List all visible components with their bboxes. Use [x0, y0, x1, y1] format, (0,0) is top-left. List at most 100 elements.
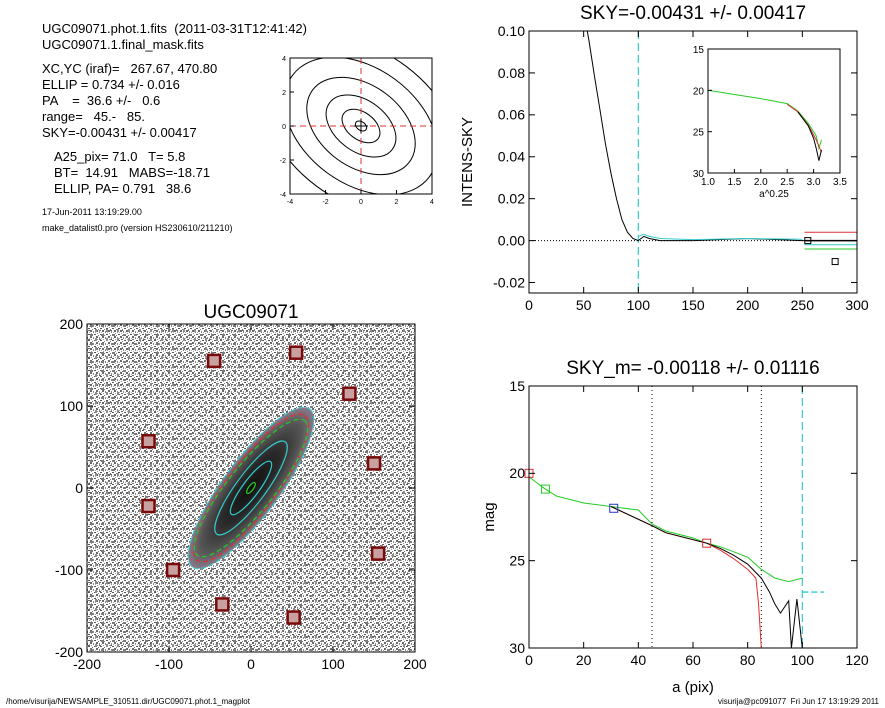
x-tick-label: 100: [627, 297, 651, 313]
param-line: ELLIP, PA= 0.791 38.6: [54, 181, 192, 196]
x-tick-label: 100: [791, 652, 815, 668]
y-tick-label: -100: [55, 562, 83, 578]
x-tick-label: 0: [525, 297, 533, 313]
y-tick-label: 100: [60, 398, 84, 414]
program-version: make_datalist0.pro (version HS230610/211…: [42, 223, 233, 233]
mag-series-green: [529, 476, 803, 583]
x-tick-label: 0: [359, 199, 363, 206]
contour-level: [290, 58, 432, 194]
contour-level: [306, 76, 416, 176]
footer-path: /home/visurija/NEWSAMPLE_310511.dir/UGC0…: [6, 697, 250, 706]
inset-y-tick-label: 30: [693, 169, 705, 180]
y-tick-label: -200: [55, 644, 83, 660]
x-tick-label: -2: [322, 199, 328, 206]
x-tick-label: -4: [287, 199, 293, 206]
param-line: BT= 14.91 MABS=-18.71: [54, 165, 211, 180]
inset-frame: [707, 48, 841, 174]
mag-series-black: [610, 506, 803, 648]
contour-level: [325, 94, 397, 158]
masked-star: [286, 610, 301, 625]
x-tick-label: 4: [430, 199, 434, 206]
contour-lines: [290, 58, 432, 194]
x-tick-label: 200: [736, 297, 760, 313]
isophote-ellipse: [187, 406, 315, 570]
mag-profile-title: SKY_m= -0.00118 +/- 0.01116: [566, 358, 820, 379]
param-line: A25_pix= 71.0 T= 5.8: [54, 149, 186, 164]
x-tick-label: 2: [395, 199, 399, 206]
param-line: SKY=-0.00431 +/- 0.00417: [42, 125, 197, 140]
y-tick-label: 200: [60, 316, 84, 332]
contour-level: [290, 58, 432, 194]
y-tick-label: 0.02: [498, 191, 525, 207]
x-tick-label: 0: [525, 652, 533, 668]
inset-x-tick-label: 2.0: [754, 177, 768, 188]
inset-x-tick-label: 3.5: [833, 177, 847, 188]
x-tick-label: 0: [247, 656, 255, 672]
contour-level: [341, 108, 381, 144]
mag-marker: [540, 484, 550, 494]
y-tick-label: 0.08: [498, 65, 525, 81]
isophote-ellipse: [246, 481, 256, 495]
y-tick-label: 4: [282, 56, 286, 63]
y-tick-label: 25: [509, 553, 525, 569]
sky-series: [586, 31, 857, 266]
mag-series: [529, 476, 803, 648]
inset-x-tick-label: 1.5: [727, 177, 741, 188]
isophote-ellipse: [229, 460, 273, 516]
masked-star: [288, 345, 304, 360]
x-tick-label: 40: [631, 652, 647, 668]
masked-star: [141, 434, 156, 449]
inset-x-tick-label: 3.0: [807, 177, 821, 188]
mag-y-label: mag: [481, 502, 498, 531]
isophote-ellipse: [193, 418, 309, 558]
x-tick-label: 20: [576, 652, 592, 668]
series-cyan: [638, 233, 803, 241]
sky-marker: [831, 258, 839, 266]
inset-x-tick-label: 2.5: [780, 177, 794, 188]
file-line: UGC09071.phot.1.fits (2011-03-31T12:41:4…: [42, 21, 307, 36]
param-line: ELLIP = 0.734 +/- 0.016: [42, 77, 180, 92]
param-line: XC,YC (iraf)= 267.67, 470.80: [42, 61, 218, 76]
y-tick-label: 30: [509, 640, 525, 656]
x-tick-label: 80: [740, 652, 756, 668]
y-tick-label: 15: [509, 378, 525, 394]
x-tick-label: 50: [576, 297, 592, 313]
inset-series: [708, 89, 822, 161]
x-tick-label: 120: [845, 652, 869, 668]
y-tick-label: -0.02: [493, 274, 525, 290]
masked-star: [370, 546, 386, 561]
masked-star: [342, 386, 357, 401]
x-tick-label: 200: [403, 656, 427, 672]
x-tick-label: -100: [155, 656, 183, 672]
x-tick-label: 250: [791, 297, 815, 313]
mag-marker: [702, 538, 712, 548]
isophote-ellipse: [214, 440, 288, 536]
mag-series-red: [610, 506, 762, 648]
param-line: range= 45.- 85.: [42, 109, 145, 124]
x-tick-label: 150: [681, 297, 705, 313]
inset-x-label: a^0.25: [759, 189, 789, 200]
y-tick-label: 0.04: [498, 149, 525, 165]
mask-line: UGC09071.1.final_mask.fits: [42, 37, 204, 52]
y-tick-label: 0: [75, 480, 83, 496]
masked-star: [215, 597, 230, 612]
inset-y-tick-label: 20: [693, 86, 705, 97]
galaxy-body: [188, 407, 314, 569]
series-black: [586, 31, 857, 242]
mag-axes: [528, 385, 858, 649]
isophote-ellipse: [193, 413, 309, 563]
y-tick-label: -2: [280, 158, 286, 165]
x-tick-label: 300: [845, 297, 869, 313]
sky-profile-title: SKY=-0.00431 +/- 0.00417: [580, 3, 806, 24]
x-tick-label: 60: [685, 652, 701, 668]
y-tick-label: 20: [509, 465, 525, 481]
y-tick-label: 0.06: [498, 107, 525, 123]
contour-level: [354, 120, 368, 132]
y-tick-label: 2: [282, 90, 286, 97]
masked-star: [165, 562, 181, 578]
x-tick-label: -200: [73, 656, 101, 672]
inset-series-black: [797, 111, 822, 161]
x-tick-label: 100: [321, 656, 345, 672]
inset-x-tick-label: 1.0: [701, 177, 715, 188]
